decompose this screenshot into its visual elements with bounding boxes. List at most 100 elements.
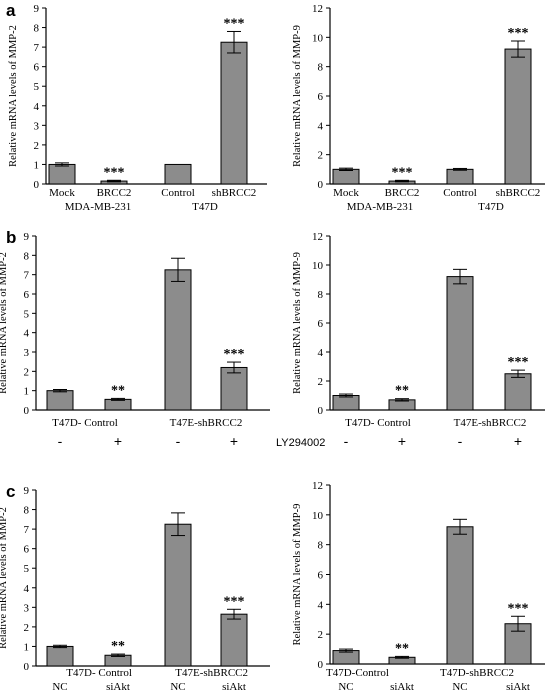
- y-tick-label: 9: [24, 231, 30, 243]
- treatment-sign: -: [176, 433, 181, 449]
- y-axis-label: Relative mRNA levels of MMP-9: [292, 504, 303, 646]
- x-category-label: BRCC2: [385, 187, 420, 199]
- significance-marker: ***: [104, 165, 125, 180]
- y-tick-label: 10: [312, 510, 324, 522]
- x-group-label: T47D- Control: [345, 417, 411, 429]
- y-tick-label: 2: [318, 376, 324, 388]
- treatment-sign: -: [58, 433, 63, 449]
- x-group-label: T47E-shBRCC2: [454, 417, 527, 429]
- y-tick-label: 4: [318, 599, 324, 611]
- bar: [504, 48, 532, 185]
- y-tick-label: 6: [24, 544, 30, 556]
- y-tick-label: 4: [24, 583, 30, 595]
- bar: [46, 390, 74, 411]
- y-tick-label: 8: [24, 250, 30, 262]
- y-tick-label: 5: [34, 81, 40, 93]
- y-tick-label: 6: [34, 62, 40, 74]
- bar: [46, 645, 74, 667]
- x-category-label: T47D-Control: [326, 667, 389, 679]
- significance-marker: **: [111, 383, 125, 398]
- x-category-label: NC: [52, 681, 67, 693]
- chart-panel-6: 0 2 4 6 8 10 12 Relative mRNA levels of MMP-9 **…: [292, 480, 545, 693]
- bar: [220, 41, 248, 185]
- bar: [164, 163, 192, 185]
- y-tick-label: 9: [34, 3, 40, 15]
- x-category-label: shBRCC2: [212, 187, 257, 199]
- y-tick-label: 12: [312, 231, 323, 243]
- significance-marker: ***: [392, 165, 413, 180]
- y-tick-label: 12: [312, 480, 323, 492]
- y-tick-label: 2: [318, 150, 324, 162]
- y-tick-label: 0: [318, 179, 324, 191]
- x-category-label: NC: [452, 681, 467, 693]
- bar: [332, 168, 360, 185]
- y-tick-label: 6: [318, 318, 324, 330]
- treatment-sign: +: [114, 433, 122, 449]
- x-category-label: Control: [161, 187, 195, 199]
- y-tick-label: 6: [318, 570, 324, 582]
- significance-marker: ***: [508, 355, 529, 370]
- y-tick-label: 4: [34, 101, 40, 113]
- y-tick-label: 1: [24, 386, 30, 398]
- y-tick-label: 4: [318, 120, 324, 132]
- bar: [104, 398, 132, 411]
- bar: [220, 613, 248, 667]
- bar: [446, 168, 474, 185]
- x-category-label: siAkt: [390, 681, 414, 693]
- y-tick-label: 8: [24, 505, 30, 517]
- y-tick-label: 8: [318, 540, 324, 552]
- significance-marker: ***: [224, 16, 245, 31]
- bar: [446, 526, 474, 665]
- significance-marker: ***: [224, 347, 245, 362]
- x-group-label: MDA-MB-231: [65, 201, 132, 213]
- y-tick-label: 3: [34, 120, 40, 132]
- x-category-label: NC: [170, 681, 185, 693]
- y-tick-label: 8: [318, 62, 324, 74]
- x-category-label: T47E-shBRCC2: [175, 667, 248, 679]
- y-tick-label: 6: [24, 289, 30, 301]
- y-tick-label: 0: [24, 405, 30, 417]
- y-tick-label: 5: [24, 308, 30, 320]
- y-tick-label: 5: [24, 563, 30, 575]
- x-category-label: NC: [338, 681, 353, 693]
- x-group-label: T47D- Control: [52, 417, 118, 429]
- y-tick-label: 2: [318, 629, 324, 641]
- x-category-label: siAkt: [106, 681, 130, 693]
- x-category-label: siAkt: [506, 681, 530, 693]
- y-tick-label: 2: [24, 366, 30, 378]
- chart-panel-4: 0 2 4 6 8 10 12 Relative mRNA levels of MMP-9 **…: [276, 231, 545, 449]
- bar: [504, 373, 532, 411]
- bar: [48, 163, 76, 185]
- treatment-sign: +: [230, 433, 238, 449]
- bar: [164, 523, 192, 667]
- x-group-label: T47D: [478, 201, 504, 213]
- bar: [332, 650, 360, 665]
- x-category-label: T47D- Control: [66, 667, 132, 679]
- y-tick-label: 2: [24, 622, 30, 634]
- x-category-label: Mock: [333, 187, 359, 199]
- y-axis-label: Relative mRNA levels of MMP-2: [0, 507, 9, 649]
- x-category-label: Control: [443, 187, 477, 199]
- y-tick-label: 10: [312, 32, 324, 44]
- y-axis-label: Relative mRNA levels of MMP-2: [8, 25, 19, 167]
- treatment-label: LY294002: [276, 437, 325, 449]
- x-group-label: T47E-shBRCC2: [170, 417, 243, 429]
- treatment-sign: +: [398, 433, 406, 449]
- y-tick-label: 1: [24, 641, 30, 653]
- y-tick-label: 0: [318, 405, 324, 417]
- panel-label: a: [6, 1, 16, 20]
- x-category-label: siAkt: [222, 681, 246, 693]
- x-category-label: BRCC2: [97, 187, 132, 199]
- y-tick-label: 1: [34, 159, 40, 171]
- y-tick-label: 8: [318, 289, 324, 301]
- y-tick-label: 6: [318, 91, 324, 103]
- y-tick-label: 10: [312, 260, 324, 272]
- y-tick-label: 0: [318, 659, 324, 671]
- treatment-sign: -: [458, 433, 463, 449]
- chart-panel-3: b 0 1 2 3 4 5 6 7 8 9 Relative mRNA levels of MMP-2…: [0, 228, 270, 449]
- chart-panel-1: a 0 1 2 3 4 5 6 7 8 9 Relative mRNA levels of MMP-2…: [6, 1, 267, 213]
- y-axis-label: Relative mRNA levels of MMP-9: [292, 25, 303, 167]
- bar: [220, 366, 248, 411]
- bar: [332, 395, 360, 411]
